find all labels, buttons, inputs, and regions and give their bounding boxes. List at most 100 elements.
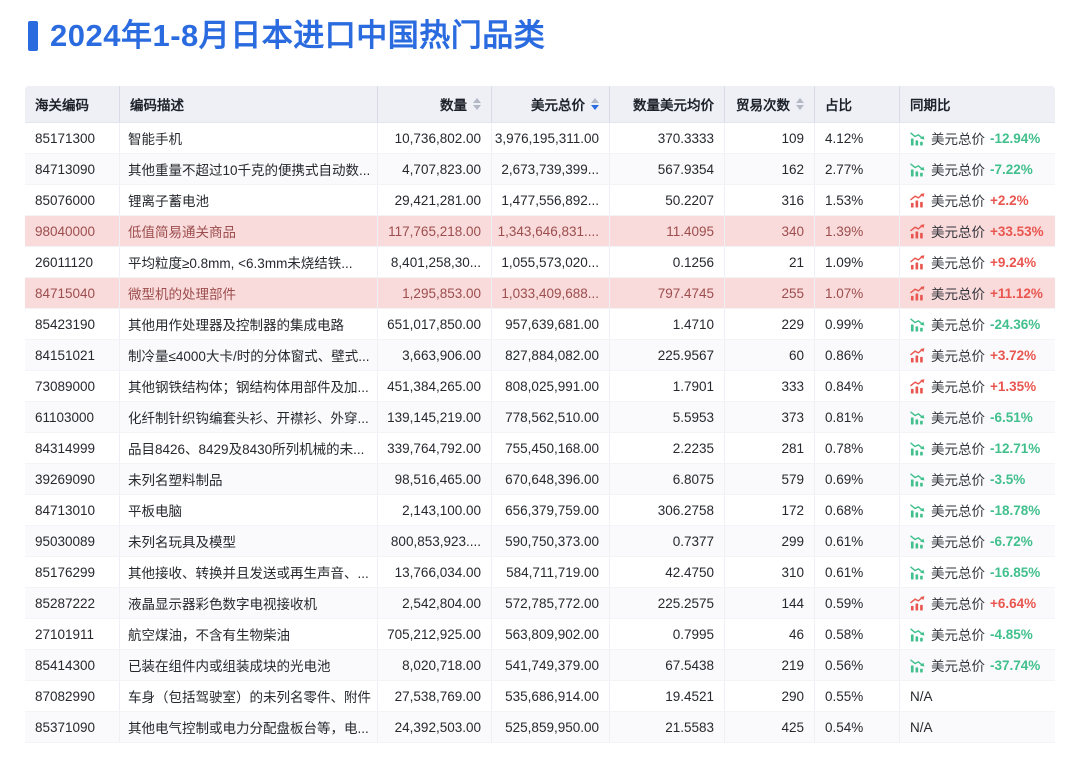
- table-row: 85176299 其他接收、转换并且发送或再生声音、... 13,766,034…: [25, 557, 1055, 588]
- sort-desc-caret-icon-active: [591, 105, 599, 110]
- trend-down-chart-icon: [910, 565, 925, 580]
- cell-customs-code: 85423190: [25, 309, 120, 339]
- cell-yoy: 美元总价 +33.53%: [900, 216, 1055, 246]
- cell-trade-count: 144: [725, 588, 815, 618]
- cell-share: 0.58%: [815, 619, 900, 649]
- cell-yoy: 美元总价 -6.51%: [900, 402, 1055, 432]
- trend-up-chart-icon: [910, 192, 925, 208]
- cell-share: 0.68%: [815, 495, 900, 525]
- cell-description: 智能手机: [120, 123, 378, 153]
- cell-trade-count: 579: [725, 464, 815, 494]
- cell-quantity: 2,143,100.00: [378, 495, 492, 525]
- title-accent-bar: [28, 21, 38, 51]
- cell-avg-price: 306.2758: [610, 495, 725, 525]
- header-label: 数量美元均价: [633, 98, 714, 113]
- cell-description: 车身（包括驾驶室）的未列名零件、附件: [120, 681, 378, 711]
- yoy-value: -12.71%: [990, 440, 1041, 456]
- yoy-value: -16.85%: [990, 564, 1041, 580]
- cell-customs-code: 84715040: [25, 278, 120, 308]
- cell-trade-count: 425: [725, 712, 815, 742]
- cell-trade-count: 333: [725, 371, 815, 401]
- sort-desc-caret-icon: [473, 105, 481, 110]
- sort-desc-caret-icon: [796, 105, 804, 110]
- cell-trade-count: 281: [725, 433, 815, 463]
- table-row: 27101911 航空煤油，不含有生物柴油 705,212,925.00 563…: [25, 619, 1055, 650]
- header-usd-total-sort[interactable]: 美元总价: [492, 86, 610, 122]
- cell-trade-count: 373: [725, 402, 815, 432]
- header-label: 贸易次数: [736, 98, 790, 113]
- cell-quantity: 139,145,219.00: [378, 402, 492, 432]
- cell-avg-price: 225.9567: [610, 340, 725, 370]
- page-title: 2024年1-8月日本进口中国热门品类: [50, 18, 546, 53]
- yoy-metric-label: 美元总价: [931, 380, 985, 395]
- cell-yoy: 美元总价 -7.22%: [900, 154, 1055, 184]
- cell-quantity: 1,295,853.00: [378, 278, 492, 308]
- trend-down-chart-icon: [910, 317, 925, 332]
- cell-share: 0.56%: [815, 650, 900, 680]
- yoy-value: -7.22%: [990, 161, 1033, 177]
- header-quantity-sort[interactable]: 数量: [378, 86, 492, 122]
- yoy-metric-label: 美元总价: [931, 318, 985, 333]
- header-avg-price: 数量美元均价: [610, 86, 725, 122]
- cell-description: 化纤制针织钩编套头衫、开襟衫、外穿...: [120, 402, 378, 432]
- cell-yoy: 美元总价 -12.71%: [900, 433, 1055, 463]
- cell-trade-count: 21: [725, 247, 815, 277]
- yoy-metric-label: 美元总价: [931, 194, 985, 209]
- cell-trade-count: 310: [725, 557, 815, 587]
- cell-quantity: 29,421,281.00: [378, 185, 492, 215]
- table-row: 85414300 已装在组件内或组装成块的光电池 8,020,718.00 54…: [25, 650, 1055, 681]
- cell-description: 航空煤油，不含有生物柴油: [120, 619, 378, 649]
- cell-trade-count: 340: [725, 216, 815, 246]
- cell-description: 平均粒度≥0.8mm, <6.3mm未烧结铁...: [120, 247, 378, 277]
- yoy-na: N/A: [910, 688, 933, 704]
- trend-down-chart-icon: [910, 472, 925, 487]
- cell-quantity: 800,853,923....: [378, 526, 492, 556]
- cell-usd-total: 3,976,195,311.00: [492, 123, 610, 153]
- cell-avg-price: 5.5953: [610, 402, 725, 432]
- cell-share: 0.99%: [815, 309, 900, 339]
- yoy-value: +1.35%: [990, 378, 1037, 394]
- trend-down-chart-icon: [910, 441, 925, 456]
- cell-yoy: 美元总价 +6.64%: [900, 588, 1055, 618]
- yoy-value: -37.74%: [990, 657, 1041, 673]
- header-share: 占比: [815, 86, 900, 122]
- header-trade-count-sort[interactable]: 贸易次数: [725, 86, 815, 122]
- yoy-metric-label: 美元总价: [931, 535, 985, 550]
- yoy-metric-label: 美元总价: [931, 566, 985, 581]
- yoy-value: -12.94%: [990, 130, 1041, 146]
- cell-yoy: 美元总价 -18.78%: [900, 495, 1055, 525]
- cell-usd-total: 808,025,991.00: [492, 371, 610, 401]
- cell-description: 低值简易通关商品: [120, 216, 378, 246]
- cell-quantity: 8,401,258,30...: [378, 247, 492, 277]
- yoy-value: +9.24%: [990, 254, 1037, 270]
- yoy-metric-label: 美元总价: [931, 287, 985, 302]
- yoy-metric-label: 美元总价: [931, 504, 985, 519]
- table-row: 85371090 其他电气控制或电力分配盘板台等，电... 24,392,503…: [25, 712, 1055, 743]
- cell-usd-total: 2,673,739,399...: [492, 154, 610, 184]
- header-description: 编码描述: [120, 86, 378, 122]
- table-body: 85171300 智能手机 10,736,802.00 3,976,195,31…: [25, 123, 1055, 743]
- cell-usd-total: 525,859,950.00: [492, 712, 610, 742]
- cell-quantity: 8,020,718.00: [378, 650, 492, 680]
- cell-usd-total: 755,450,168.00: [492, 433, 610, 463]
- cell-description: 已装在组件内或组装成块的光电池: [120, 650, 378, 680]
- cell-description: 其他电气控制或电力分配盘板台等，电...: [120, 712, 378, 742]
- cell-usd-total: 1,033,409,688...: [492, 278, 610, 308]
- cell-yoy: 美元总价 -3.5%: [900, 464, 1055, 494]
- cell-usd-total: 1,343,646,831....: [492, 216, 610, 246]
- yoy-value: +33.53%: [990, 223, 1044, 239]
- cell-description: 液晶显示器彩色数字电视接收机: [120, 588, 378, 618]
- cell-quantity: 451,384,265.00: [378, 371, 492, 401]
- yoy-metric-label: 美元总价: [931, 132, 985, 147]
- trend-down-chart-icon: [910, 131, 925, 146]
- cell-yoy: 美元总价 -12.94%: [900, 123, 1055, 153]
- sort-asc-caret-icon: [473, 98, 481, 103]
- cell-usd-total: 572,785,772.00: [492, 588, 610, 618]
- cell-usd-total: 541,749,379.00: [492, 650, 610, 680]
- cell-avg-price: 19.4521: [610, 681, 725, 711]
- cell-avg-price: 21.5583: [610, 712, 725, 742]
- cell-usd-total: 563,809,902.00: [492, 619, 610, 649]
- cell-customs-code: 87082990: [25, 681, 120, 711]
- cell-customs-code: 98040000: [25, 216, 120, 246]
